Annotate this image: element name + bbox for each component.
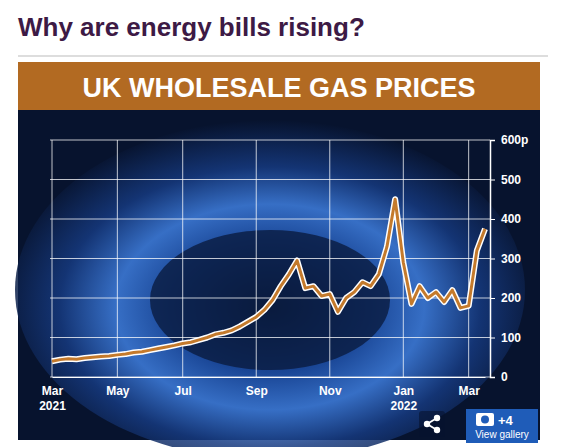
x-tick-label-line: Mar — [458, 384, 480, 398]
y-tick: 0 — [490, 370, 508, 384]
share-button[interactable] — [419, 411, 445, 437]
x-tick-label: May — [106, 384, 130, 398]
y-tick: 100 — [490, 331, 521, 345]
x-tick: Jul — [175, 377, 192, 398]
y-tick-mark — [490, 219, 495, 220]
x-grid-line — [256, 140, 257, 377]
x-tick: Mar — [458, 377, 480, 398]
y-tick: 600p — [490, 133, 528, 147]
camera-icon[interactable] — [476, 413, 494, 426]
heading-rule — [18, 56, 548, 57]
x-tick: Nov — [319, 377, 342, 398]
x-tick-label-line: Sep — [246, 384, 268, 398]
x-tick-label-line: Jan — [393, 384, 414, 398]
flame-glow — [15, 120, 525, 447]
y-tick-label: 400 — [501, 212, 521, 226]
x-tick: Mar2021 — [39, 377, 66, 413]
grid — [50, 140, 490, 377]
y-tick-mark — [490, 180, 495, 181]
page-heading: Why are energy bills rising? — [18, 12, 365, 42]
x-tick-label: Jul — [175, 384, 192, 398]
y-tick-label: 0 — [501, 370, 508, 384]
y-tick: 300 — [490, 252, 521, 266]
y-tick-label: 100 — [501, 331, 521, 345]
x-tick-label-line: 2022 — [390, 399, 417, 413]
y-tick-mark — [490, 298, 495, 299]
x-tick-label: Mar — [458, 384, 480, 398]
x-grid-line — [468, 140, 469, 377]
gallery-button-bg[interactable] — [466, 409, 538, 443]
page: Why are energy bills rising? UK WHOLESALE… — [0, 0, 561, 447]
camera-lens[interactable] — [481, 416, 489, 424]
title-banner — [18, 62, 540, 110]
x-tick-label: Mar2021 — [39, 384, 66, 413]
y-tick-mark — [490, 140, 495, 141]
y-grid-line — [50, 179, 490, 180]
gallery-count[interactable]: +4 — [498, 413, 514, 428]
x-grid-line — [117, 140, 118, 377]
y-tick-mark — [490, 377, 495, 378]
share-icon-dot[interactable] — [424, 421, 430, 427]
x-tick-label-line: Nov — [319, 384, 342, 398]
price-line — [52, 199, 485, 361]
x-tick-label: Jan2022 — [390, 384, 417, 413]
y-axis-line — [491, 141, 496, 378]
x-tick-label: Nov — [319, 384, 342, 398]
y-tick-label: 300 — [501, 252, 521, 266]
plot-area — [52, 199, 485, 361]
x-tick-label: Sep — [246, 384, 268, 398]
y-tick-label: 500 — [501, 173, 521, 187]
y-tick: 200 — [490, 291, 521, 305]
x-tick-label-line: Mar — [42, 384, 64, 398]
y-grid-line — [50, 219, 490, 220]
x-grid-line — [52, 140, 53, 377]
share-button-bg[interactable] — [419, 411, 445, 437]
x-tick-label-line: 2021 — [39, 399, 66, 413]
y-tick-mark — [490, 259, 495, 260]
y-grid-line — [50, 140, 490, 141]
price-line-halo — [52, 199, 485, 361]
y-tick-label: 200 — [501, 291, 521, 305]
x-axis-line — [53, 377, 486, 378]
x-axis: Mar2021MayJulSepNovJan2022Mar — [39, 377, 485, 413]
gallery-label[interactable]: View gallery — [475, 429, 529, 440]
y-tick-label: 600p — [501, 133, 528, 147]
x-tick: May — [106, 377, 130, 398]
gallery-button[interactable]: +4View gallery — [466, 409, 538, 443]
x-tick-label-line: Jul — [175, 384, 192, 398]
y-tick-mark — [490, 338, 495, 339]
y-grid-line — [50, 337, 490, 338]
x-tick: Sep — [246, 377, 268, 398]
y-axis: 0 100 200 300 400 500 600p — [490, 133, 528, 384]
x-tick: Jan2022 — [390, 377, 417, 413]
y-tick: 500 — [490, 173, 521, 187]
y-tick: 400 — [490, 212, 521, 226]
x-grid-line — [329, 140, 330, 377]
y-grid-line — [50, 258, 490, 259]
share-icon-dot[interactable] — [434, 427, 440, 433]
chart-title: UK WHOLESALE GAS PRICES — [82, 73, 475, 103]
share-icon-dot[interactable] — [434, 415, 440, 421]
x-tick-label-line: May — [106, 384, 130, 398]
y-grid-line — [50, 377, 490, 378]
